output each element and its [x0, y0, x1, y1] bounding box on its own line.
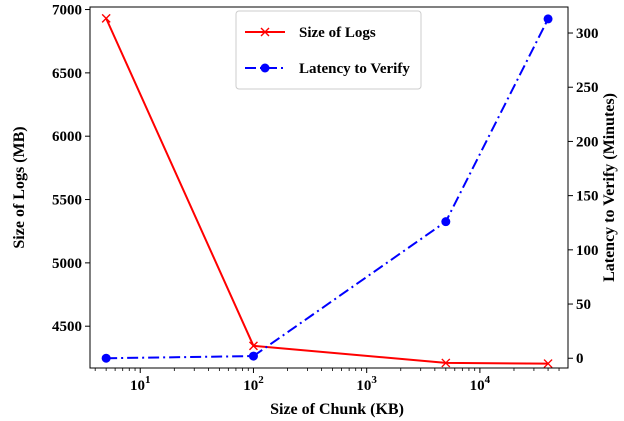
plot-area — [101, 13, 553, 369]
x-marker-stroke — [248, 341, 258, 351]
left-tick-label-2: 5500 — [52, 193, 82, 209]
right-tick-label-2: 100 — [576, 243, 599, 259]
legend-box — [235, 10, 422, 90]
right-tick-label-3: 150 — [576, 189, 599, 205]
right-tick-label-0: 0 — [576, 351, 584, 367]
right-tick-label-6: 300 — [576, 26, 599, 42]
legend-label-0: Size of Logs — [299, 25, 376, 41]
left-tick-label-4: 6500 — [52, 66, 82, 82]
legend-label-1: Latency to Verify — [299, 61, 410, 77]
left-tick-label-0: 4500 — [52, 319, 82, 335]
x-marker-stroke — [543, 359, 553, 369]
legend: Size of Logs Latency to Verify — [235, 10, 422, 90]
x-axis-title: Size of Chunk (KB) — [270, 401, 404, 418]
x-tick-label-0: 101 — [130, 374, 151, 394]
series-0-point-1 — [248, 341, 258, 351]
series-1-point-3 — [543, 14, 553, 24]
right-axis-title: Latency to Verify (Minutes) — [601, 93, 618, 282]
series-1-point-2 — [441, 217, 451, 227]
series-line-1 — [106, 18, 549, 360]
x-marker-stroke — [441, 358, 451, 368]
x-tick-label-2: 103 — [356, 374, 377, 394]
series-0-point-0 — [101, 13, 111, 23]
right-tick-label-4: 200 — [576, 134, 599, 150]
plot-frame — [89, 6, 569, 369]
series-1-point-0 — [101, 353, 111, 363]
axes: 101 102 103 104 Size of Chunk (KB) 4500 5000 55… — [11, 3, 618, 418]
series-0-point-2 — [441, 358, 451, 368]
series-0-point-3 — [543, 359, 553, 369]
x-marker-stroke — [101, 13, 111, 23]
legend-marker-0 — [260, 27, 270, 37]
series-line-0 — [105, 17, 549, 365]
left-tick-label-1: 5000 — [52, 256, 82, 272]
right-tick-label-5: 250 — [576, 80, 599, 96]
left-tick-label-3: 6000 — [52, 129, 82, 145]
right-tick-label-1: 50 — [576, 297, 591, 313]
left-axis-title: Size of Logs (MB) — [11, 126, 28, 248]
x-tick-label-1: 102 — [243, 374, 264, 394]
series-1-point-1 — [248, 351, 258, 361]
left-tick-label-5: 7000 — [52, 3, 82, 19]
legend-marker-1 — [260, 63, 270, 73]
x-tick-label-3: 104 — [470, 374, 491, 394]
